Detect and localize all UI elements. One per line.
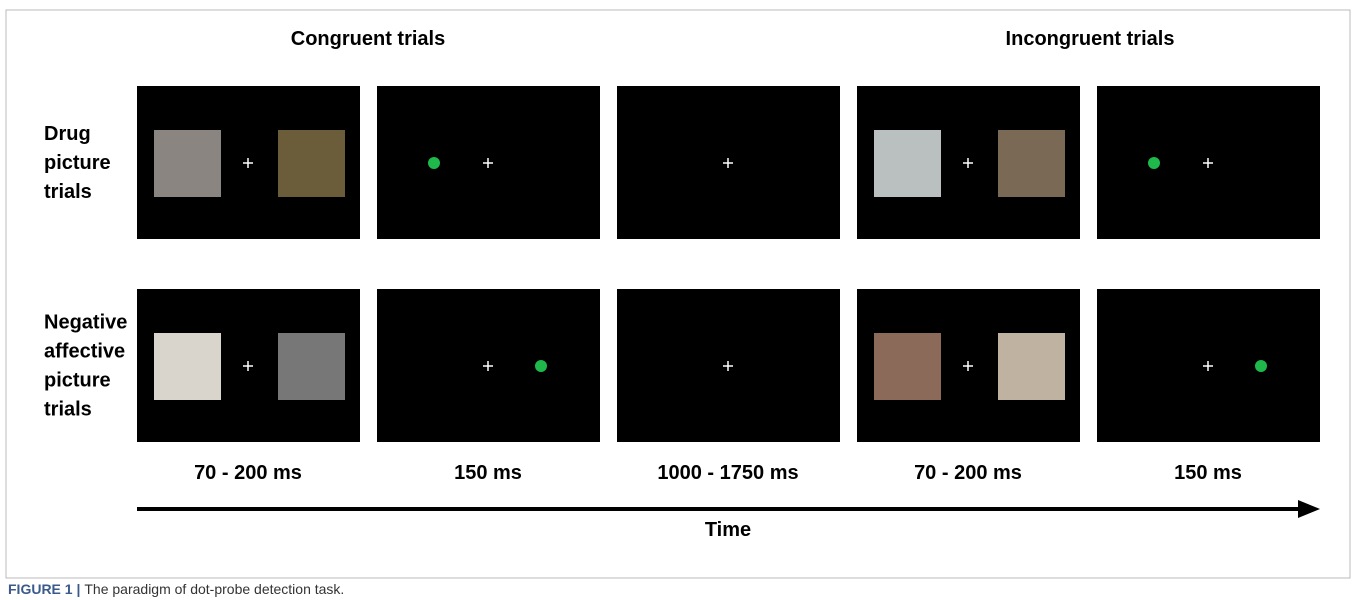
picture	[998, 130, 1065, 197]
column-header: Congruent trials	[291, 28, 445, 50]
row-label: affective	[44, 341, 125, 363]
row-labels: Drug picture trials Negative affective pictur…	[44, 123, 127, 421]
row-label: trials	[44, 181, 92, 203]
panels	[137, 86, 1320, 442]
durations: 70 - 200 ms 150 ms 1000 - 1750 ms 70 - 200 …	[194, 462, 1242, 484]
row-label: picture	[44, 152, 111, 174]
row-label: Negative	[44, 312, 127, 334]
duration: 1000 - 1750 ms	[657, 462, 798, 484]
axis-label: Time	[705, 519, 751, 541]
probe-dot	[428, 157, 440, 169]
caption-label: FIGURE 1 |	[8, 581, 80, 597]
caption: FIGURE 1 |The paradigm of dot-probe dete…	[8, 581, 344, 597]
picture	[874, 130, 941, 197]
picture	[154, 130, 221, 197]
row-label: Drug	[44, 123, 91, 145]
duration: 150 ms	[1174, 462, 1242, 484]
row-label: picture	[44, 370, 111, 392]
duration: 70 - 200 ms	[914, 462, 1022, 484]
picture	[278, 333, 345, 400]
row-label: trials	[44, 399, 92, 421]
column-header: Incongruent trials	[1006, 28, 1175, 50]
page: Congruent trials Incongruent trials Drug…	[0, 0, 1358, 600]
picture	[998, 333, 1065, 400]
probe-dot	[1255, 360, 1267, 372]
duration: 70 - 200 ms	[194, 462, 302, 484]
arrow-head	[1298, 500, 1320, 518]
picture	[278, 130, 345, 197]
picture	[874, 333, 941, 400]
figure: Congruent trials Incongruent trials Drug…	[0, 0, 1358, 600]
duration: 150 ms	[454, 462, 522, 484]
probe-dot	[1148, 157, 1160, 169]
caption-text: The paradigm of dot-probe detection task…	[84, 581, 344, 597]
picture	[154, 333, 221, 400]
probe-dot	[535, 360, 547, 372]
